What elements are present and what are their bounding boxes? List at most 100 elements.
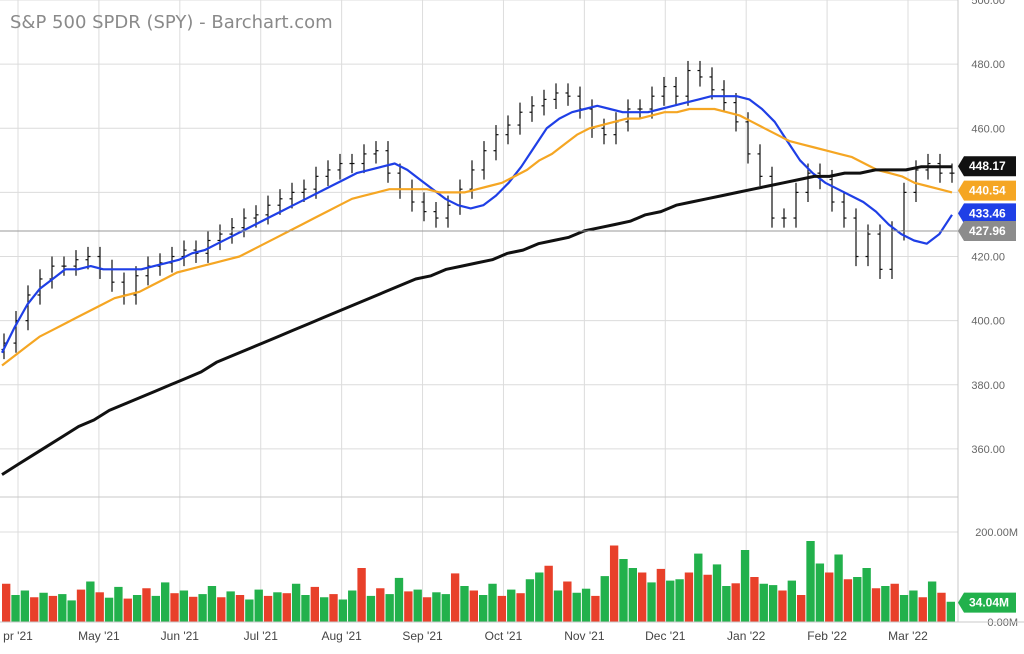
volume-bar bbox=[563, 581, 572, 622]
ohlc-bar bbox=[145, 256, 151, 286]
volume-bar bbox=[170, 593, 179, 622]
volume-bar bbox=[39, 592, 48, 622]
volume-bar bbox=[778, 590, 787, 622]
volume-bar bbox=[834, 554, 843, 622]
volume-bar bbox=[628, 568, 637, 622]
price-ohlc-bars bbox=[1, 60, 955, 360]
volume-bar bbox=[497, 595, 507, 622]
ohlc-bar bbox=[433, 202, 439, 228]
50-day-ma-line bbox=[1, 107, 953, 367]
volume-bar bbox=[123, 598, 132, 622]
price-tick-label: 500.00 bbox=[971, 0, 1005, 7]
ohlc-bar bbox=[841, 192, 847, 228]
volume-bar bbox=[937, 592, 946, 622]
ohlc-bar bbox=[901, 182, 907, 241]
volume-tick-label: 0.00M bbox=[987, 617, 1018, 629]
volume-bar bbox=[432, 592, 441, 622]
ohlc-bar bbox=[601, 118, 607, 145]
volume-bar bbox=[881, 586, 890, 622]
ohlc-bar bbox=[805, 163, 811, 203]
ohlc-bar bbox=[793, 182, 799, 228]
volume-bar bbox=[853, 577, 862, 622]
ohlc-bar bbox=[61, 256, 67, 276]
ohlc-bar bbox=[85, 246, 91, 270]
ohlc-bar bbox=[361, 144, 367, 174]
volume-bar bbox=[2, 583, 11, 622]
ohlc-bar bbox=[661, 76, 667, 106]
volume-bar bbox=[189, 596, 198, 622]
value-badge-text: 440.54 bbox=[969, 184, 1006, 198]
volume-bar bbox=[694, 553, 703, 622]
value-badge: 433.46 bbox=[958, 203, 1016, 224]
volume-bar bbox=[226, 591, 235, 622]
ohlc-bar bbox=[25, 285, 31, 331]
volume-bar bbox=[600, 576, 609, 622]
20-day-ma-line bbox=[1, 95, 953, 354]
ohlc-bar bbox=[529, 96, 535, 122]
volume-bar bbox=[535, 572, 544, 622]
volume-bar bbox=[815, 563, 825, 622]
ohlc-bar bbox=[325, 160, 331, 186]
ohlc-bar bbox=[337, 153, 343, 180]
chart-title: S&P 500 SPDR (SPY) - Barchart.com bbox=[10, 12, 333, 33]
volume-bar bbox=[572, 592, 581, 622]
ohlc-bar bbox=[709, 67, 715, 100]
ohlc-bar bbox=[97, 246, 103, 279]
volume-bar bbox=[357, 568, 366, 622]
volume-bar bbox=[245, 599, 254, 622]
ohlc-bar bbox=[373, 141, 379, 164]
volume-bar bbox=[235, 595, 245, 622]
200-day-ma-line bbox=[1, 165, 952, 476]
volume-bar bbox=[404, 591, 413, 622]
ohlc-bar bbox=[49, 256, 55, 289]
volume-bar bbox=[114, 586, 123, 622]
ohlc-bar bbox=[685, 60, 691, 106]
volume-bar bbox=[413, 589, 422, 622]
ohlc-bar bbox=[505, 115, 511, 145]
ohlc-bar bbox=[697, 60, 703, 87]
volume-bar bbox=[507, 589, 516, 622]
ohlc-bar bbox=[781, 208, 787, 228]
volume-bar bbox=[291, 583, 301, 622]
ohlc-bar bbox=[469, 160, 475, 199]
ohlc-bar bbox=[481, 141, 487, 180]
ohlc-bar bbox=[385, 141, 391, 183]
volume-bar bbox=[329, 594, 338, 622]
ohlc-bar bbox=[205, 230, 211, 263]
month-tick-label: Jul '21 bbox=[244, 629, 279, 643]
volume-bar bbox=[58, 594, 67, 622]
volume-bar bbox=[366, 595, 376, 622]
ohlc-bar bbox=[733, 92, 739, 132]
ohlc-bar bbox=[565, 83, 571, 106]
price-tick-label: 460.00 bbox=[971, 123, 1005, 135]
ohlc-bar bbox=[589, 99, 595, 138]
volume-tick-label: 200.00M bbox=[975, 527, 1018, 539]
ohlc-bar bbox=[769, 166, 775, 228]
volume-bar bbox=[544, 565, 553, 622]
month-tick-label: Sep '21 bbox=[402, 629, 443, 643]
volume-bar bbox=[740, 550, 750, 622]
volume-bar bbox=[479, 595, 488, 622]
volume-bar bbox=[862, 568, 871, 622]
volume-bar bbox=[469, 590, 478, 622]
volume-bar bbox=[348, 590, 357, 622]
ohlc-bar bbox=[673, 76, 679, 106]
volume-bar bbox=[450, 573, 460, 622]
value-badge-text: 448.17 bbox=[969, 159, 1006, 173]
volume-bar bbox=[385, 594, 394, 622]
value-badge: 440.54 bbox=[958, 180, 1016, 201]
volume-bar bbox=[927, 581, 937, 622]
ohlc-bar bbox=[409, 179, 415, 212]
volume-bar bbox=[301, 595, 310, 622]
volume-bar bbox=[797, 595, 806, 622]
volume-bar bbox=[609, 545, 619, 622]
volume-bar bbox=[787, 580, 796, 622]
volume-bar bbox=[142, 588, 151, 622]
volume-bar bbox=[104, 597, 114, 622]
volume-bar bbox=[666, 580, 675, 622]
month-tick-label: Aug '21 bbox=[321, 629, 362, 643]
volume-bar bbox=[254, 589, 263, 622]
month-tick-label: Oct '21 bbox=[485, 629, 523, 643]
ohlc-bar bbox=[649, 86, 655, 119]
ohlc-bar bbox=[169, 246, 175, 273]
